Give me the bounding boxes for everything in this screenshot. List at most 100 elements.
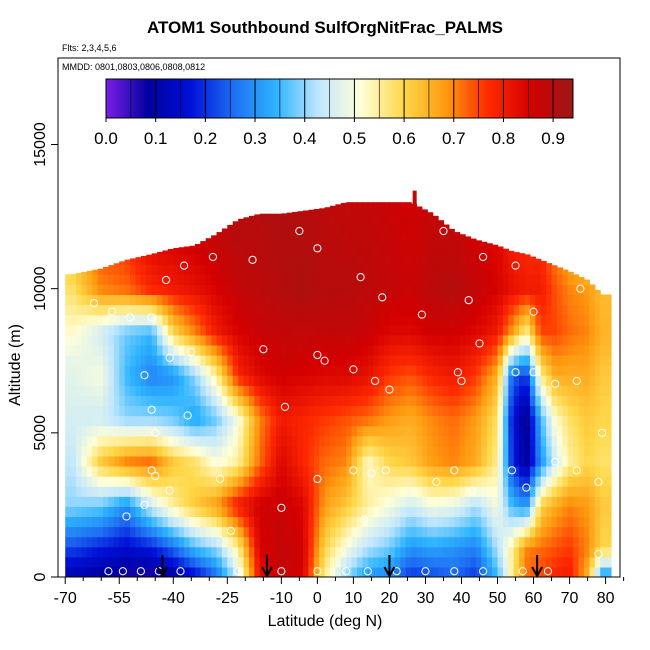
heatmap-cell — [238, 344, 245, 356]
heatmap-cell — [475, 365, 482, 376]
heatmap-cell — [389, 365, 396, 376]
heatmap-cell — [438, 536, 445, 548]
heatmap-cell — [605, 435, 612, 447]
heatmap-cell — [81, 274, 88, 285]
heatmap-cell — [459, 274, 466, 285]
heatmap-cell — [65, 516, 72, 528]
heatmap-cell — [211, 235, 218, 245]
heatmap-cell — [103, 476, 110, 487]
heatmap-cell — [605, 445, 612, 457]
observation-point — [151, 471, 160, 481]
heatmap-cell — [124, 496, 131, 507]
heatmap-cell — [578, 395, 585, 407]
heatmap-cell — [211, 435, 218, 447]
heatmap-cell — [151, 476, 158, 487]
x-tick-label: -10 — [270, 590, 293, 607]
heatmap-cell — [583, 496, 590, 507]
heatmap-cell — [302, 496, 309, 507]
heatmap-cell — [589, 566, 596, 577]
heatmap-cell — [173, 405, 180, 417]
heatmap-cell — [194, 486, 201, 497]
heatmap-cell — [254, 354, 261, 366]
heatmap-cell — [302, 314, 309, 326]
heatmap-cell — [221, 344, 228, 356]
heatmap-cell — [389, 556, 396, 568]
y-axis-label: Altitude (m) — [7, 324, 24, 406]
heatmap-cell — [162, 385, 169, 396]
heatmap-cell — [216, 526, 223, 538]
heatmap-cell — [124, 435, 131, 447]
heatmap-cell — [465, 506, 472, 518]
heatmap-cell — [205, 334, 212, 346]
heatmap-cell — [432, 526, 439, 538]
heatmap-cell — [254, 486, 261, 497]
heatmap-cell — [513, 486, 520, 497]
heatmap-cell — [281, 365, 288, 376]
heatmap-cell — [529, 546, 536, 558]
heatmap-cell — [605, 395, 612, 407]
heatmap-cell — [124, 526, 131, 538]
heatmap-cell — [546, 556, 553, 568]
heatmap-cell — [232, 556, 239, 568]
heatmap-cell — [259, 385, 266, 396]
heatmap-cell — [508, 250, 515, 255]
heatmap-cell — [265, 425, 272, 437]
heatmap-cell — [556, 526, 563, 538]
heatmap-cell — [70, 445, 77, 457]
heatmap-cell — [367, 294, 374, 306]
heatmap-cell — [146, 506, 153, 518]
heatmap-cell — [594, 324, 601, 336]
heatmap-cell — [535, 294, 542, 306]
heatmap-cell — [562, 465, 569, 477]
heatmap-cell — [394, 264, 401, 275]
heatmap-cell — [297, 556, 304, 568]
heatmap-cell — [589, 415, 596, 427]
heatmap-cell — [178, 254, 185, 265]
heatmap-cell — [508, 324, 515, 336]
heatmap-cell — [119, 284, 126, 296]
heatmap-cell — [227, 445, 234, 457]
heatmap-cell — [529, 556, 536, 568]
heatmap-cell — [124, 259, 131, 265]
heatmap-cell — [97, 425, 104, 437]
heatmap-cell — [394, 465, 401, 477]
heatmap-cell — [502, 425, 509, 437]
heatmap-cell — [167, 465, 174, 477]
heatmap-cell — [319, 395, 326, 407]
colorbar-tick-label: 0.2 — [194, 129, 218, 148]
heatmap-cell — [221, 536, 228, 548]
heatmap-cell — [556, 395, 563, 407]
heatmap-cell — [362, 365, 369, 376]
heatmap-cell — [411, 536, 418, 548]
heatmap-cell — [324, 405, 331, 417]
heatmap-cell — [346, 354, 353, 366]
heatmap-cell — [313, 294, 320, 306]
heatmap-cell — [486, 526, 493, 538]
heatmap-cell — [227, 304, 234, 316]
heatmap-cell — [524, 556, 531, 568]
heatmap-cell — [394, 566, 401, 577]
heatmap-cell — [497, 516, 504, 528]
heatmap-cell — [524, 566, 531, 577]
chart-title: ATOM1 Southbound SulfOrgNitFrac_PALMS — [146, 18, 504, 37]
heatmap-cell — [265, 415, 272, 427]
heatmap-cell — [583, 294, 590, 306]
heatmap-cell — [92, 375, 99, 386]
flights-note: Flts: 2,3,4,5,6 — [62, 43, 117, 53]
heatmap-cell — [443, 274, 450, 285]
observation-point — [226, 526, 236, 535]
heatmap-cell — [394, 425, 401, 437]
heatmap-cell — [76, 506, 83, 518]
heatmap-cell — [270, 516, 277, 528]
heatmap-cell — [492, 486, 499, 497]
heatmap-cell — [389, 324, 396, 336]
heatmap-cell — [248, 465, 255, 477]
heatmap-cell — [211, 264, 218, 275]
heatmap-cell — [508, 465, 515, 477]
heatmap-cell — [130, 425, 137, 437]
heatmap-cell — [103, 546, 110, 558]
heatmap-cell — [551, 465, 558, 477]
heatmap-cell — [600, 546, 607, 558]
heatmap-cell — [189, 274, 196, 285]
heatmap-cell — [119, 425, 126, 437]
